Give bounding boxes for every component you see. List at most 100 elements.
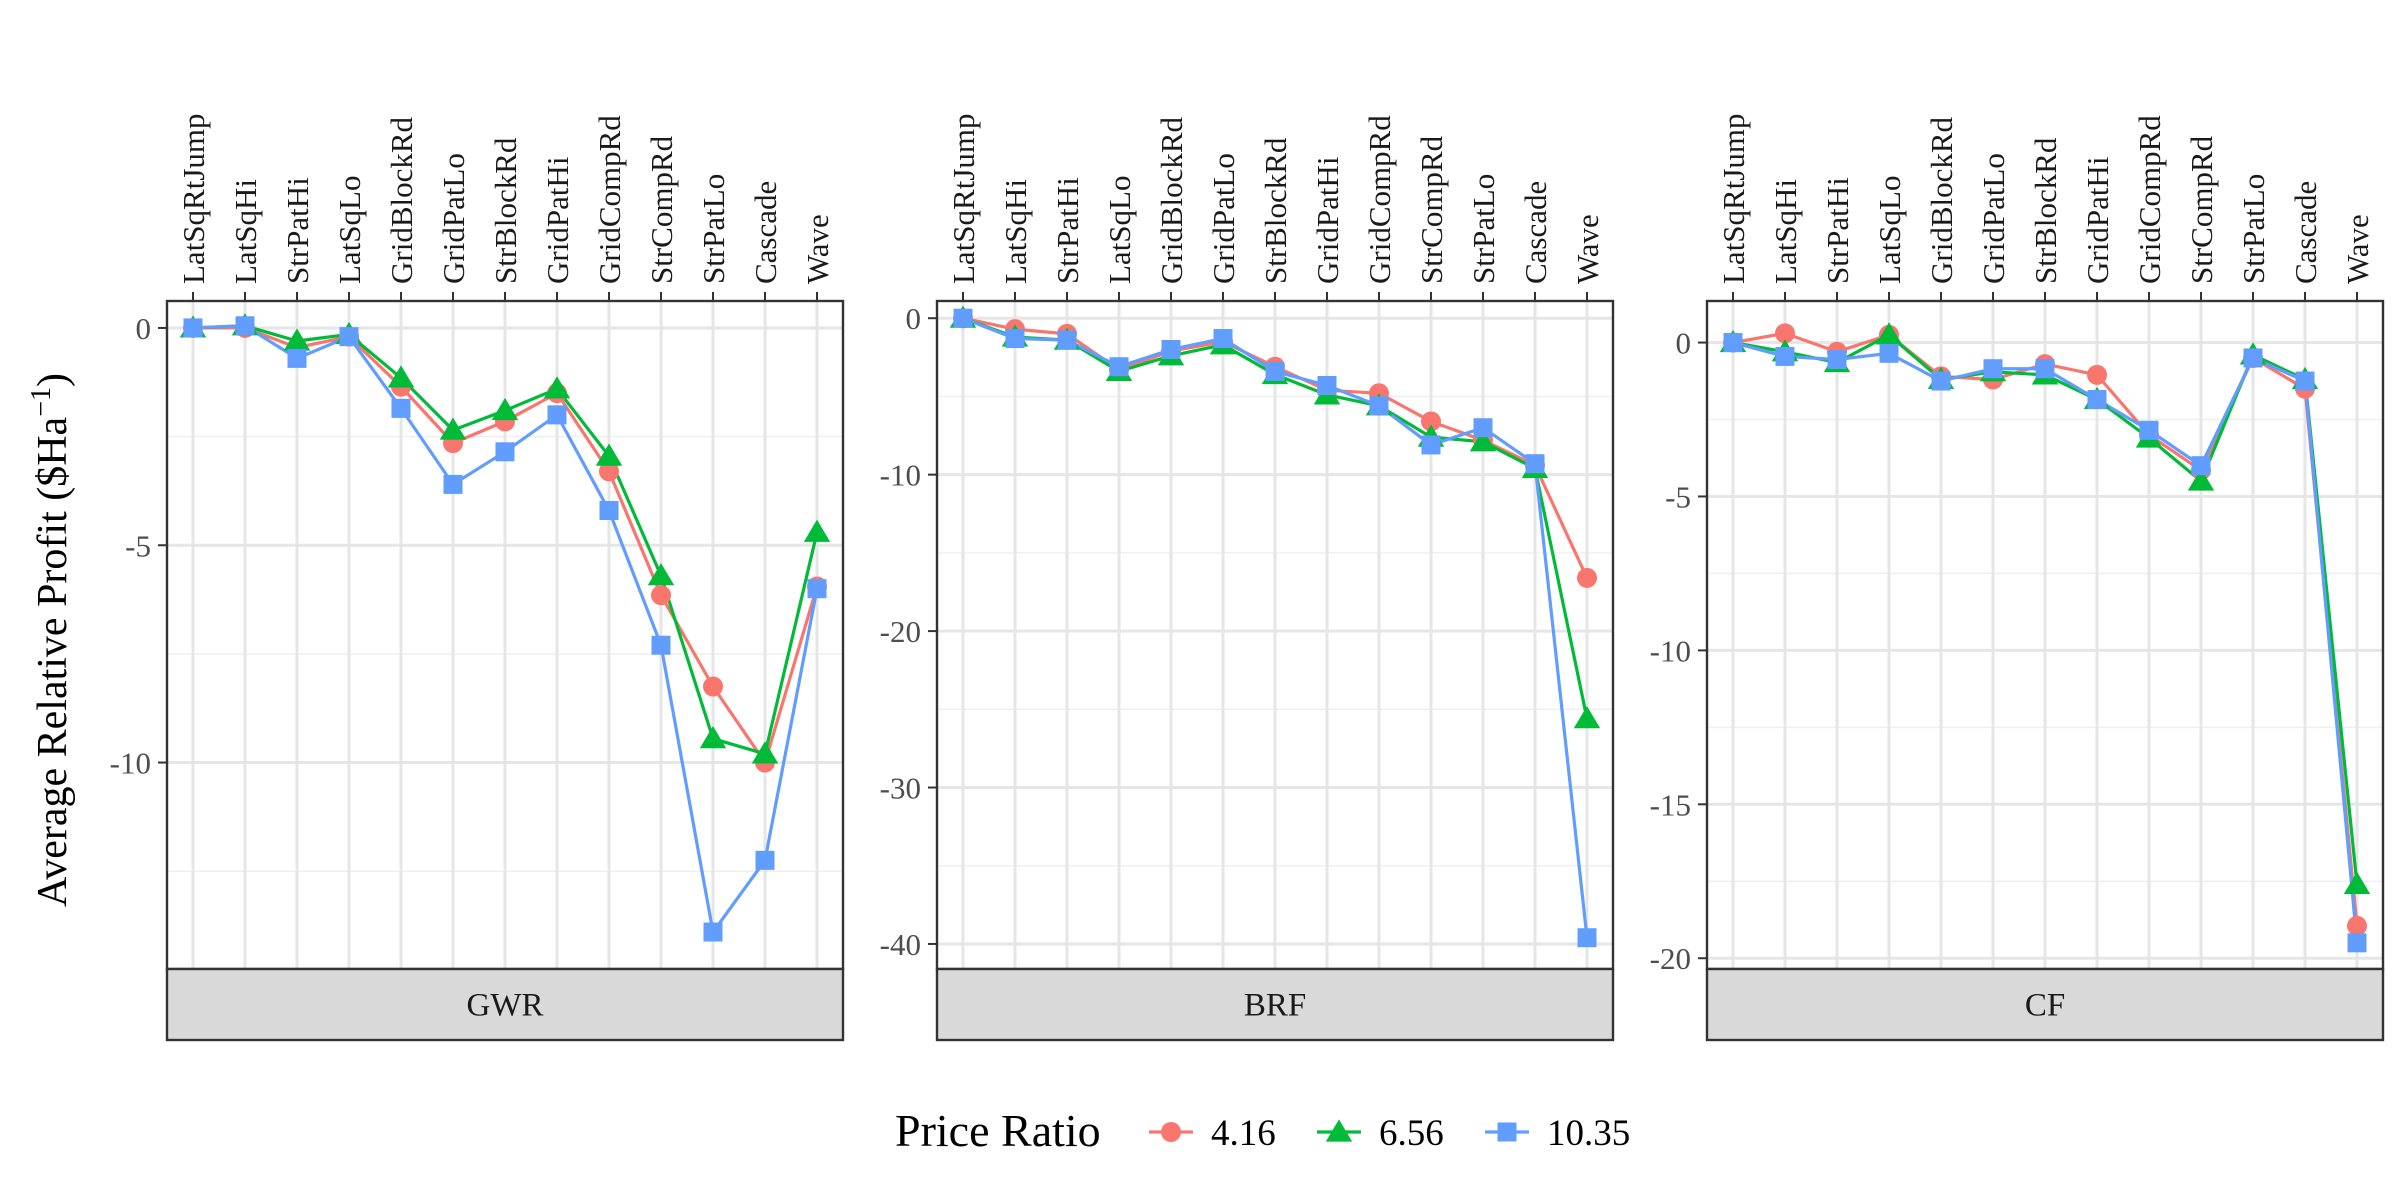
y-tick-label: -10 [1650,633,1691,668]
x-tick-label: LatSqLo [1102,176,1137,285]
x-tick-label: GridPatHi [1310,156,1345,284]
x-tick-label: LatSqLo [1872,176,1907,285]
x-tick-label: GridPatLo [436,153,471,284]
data-point-10-35 [287,348,307,368]
data-point-10-35 [1827,349,1847,369]
data-point-10-35 [1213,329,1233,349]
x-tick-label: Wave [2340,214,2375,284]
data-point-10-35 [953,308,973,328]
data-point-6-56 [1469,429,1497,452]
x-tick-label: StrCompRd [1414,135,1449,284]
data-point-6-56 [283,328,311,351]
legend-key-square [1497,1122,1517,1142]
data-point-10-35 [1931,371,1951,391]
x-tick-label: Wave [800,214,835,284]
y-tick-label: -10 [880,458,921,493]
x-tick-label: GridCompRd [592,115,627,284]
x-tick-label: GridBlockRd [384,116,419,284]
y-tick-label: -30 [880,771,921,806]
panel-cf: 0 -5 -10 -15 -20 LatSqRtJump LatSqHi StrPatHi La… [1650,113,2385,1042]
x-tick-label: StrPatHi [1820,177,1855,284]
data-point-4-16 [599,461,619,482]
x-tick-label: StrPatLo [696,174,731,284]
legend: Price Ratio 4.16 6.56 10.35 [895,1105,1630,1156]
x-tick-label: LatSqRtJump [1716,113,1751,284]
y-tick-label: -15 [1650,787,1691,822]
data-point-10-35 [651,635,671,655]
data-point-6-56 [1573,706,1601,729]
y-tick-label: -5 [1665,479,1691,514]
data-point-10-35 [1317,375,1337,395]
x-tick-label: GridCompRd [1362,115,1397,284]
x-tick-label: Cascade [1518,181,1553,284]
data-point-6-56 [491,397,519,421]
x-tick-label: StrBlockRd [2028,137,2063,284]
x-tick-label: LatSqLo [332,176,367,285]
y-tick-label: -5 [125,528,151,563]
data-point-10-35 [1983,359,2003,379]
y-tick-label: 0 [136,311,152,346]
x-tick-label: StrBlockRd [1258,137,1293,284]
x-tick-label: StrBlockRd [488,137,523,284]
panel-brf: 0 -10 -20 -30 -40 LatSqRtJump LatSqHi StrPatHi L… [880,113,1615,1042]
facet-strip [165,967,845,1042]
legend-title: Price Ratio [895,1105,1101,1156]
facet-strip-label: GWR [467,988,544,1024]
y-tick-label: -20 [880,614,921,649]
data-point-6-56 [751,741,779,764]
x-tick-label: GridCompRd [2132,115,2167,284]
data-point-10-35 [1525,454,1545,474]
x-tick-label: GridPatLo [1206,153,1241,284]
facet-strip [1705,967,2385,1042]
data-point-10-35 [547,405,567,425]
legend-label: 4.16 [1211,1113,1276,1154]
data-point-10-35 [599,500,619,520]
legend-label: 10.35 [1547,1113,1630,1154]
data-point-6-56 [543,376,571,399]
data-point-6-56 [595,443,623,466]
x-tick-label: Wave [1570,214,1605,284]
y-tick-label: -10 [110,746,151,781]
y-tick-label: 0 [906,301,922,336]
data-point-4-16 [2087,364,2107,385]
x-tick-label: LatSqHi [998,179,1033,284]
data-point-10-35 [1577,928,1597,948]
data-point-10-35 [1005,329,1025,349]
x-tick-label: LatSqHi [1768,179,1803,284]
y-axis-title-superscript: −1 [26,387,57,417]
x-tick-label: GridPatHi [2080,156,2115,284]
data-point-4-16 [1775,323,1795,344]
data-point-6-56 [1875,322,1903,345]
data-point-6-56 [2343,871,2371,894]
x-tick-label: LatSqHi [228,179,263,284]
data-point-10-35 [1369,396,1389,416]
legend-key-circle [1161,1122,1181,1142]
data-point-10-35 [2243,348,2263,368]
y-axis-title: Average Relative Profit ($Ha−1) [26,373,76,907]
data-point-10-35 [1775,346,1795,366]
x-tick-label: GridBlockRd [1154,116,1189,284]
data-point-4-16 [1421,411,1441,432]
y-axis-title-close: ) [30,373,76,387]
data-point-10-35 [1421,435,1441,455]
x-tick-label: GridPatLo [1976,153,2011,284]
y-tick-label: 0 [1676,326,1692,361]
data-point-10-35 [1265,361,1285,381]
x-tick-label: GridBlockRd [1924,116,1959,284]
panel-gwr: 0 -5 -10 LatSqRtJump LatSqHi StrPatHi LatSqLo G… [110,113,845,1042]
data-point-10-35 [339,327,359,347]
y-axis-title-main: Average Relative Profit ($Ha [30,416,76,907]
data-point-6-56 [647,563,675,586]
data-point-10-35 [755,850,775,870]
data-point-10-35 [495,442,515,462]
data-point-10-35 [2035,359,2055,379]
x-tick-label: StrPatLo [2236,174,2271,284]
data-point-10-35 [443,474,463,494]
data-point-10-35 [1723,333,1743,353]
data-point-10-35 [1473,418,1493,438]
data-point-4-16 [1577,567,1597,588]
data-point-6-56 [803,519,831,542]
data-point-6-56 [2187,468,2215,491]
x-tick-label: Cascade [748,181,783,284]
